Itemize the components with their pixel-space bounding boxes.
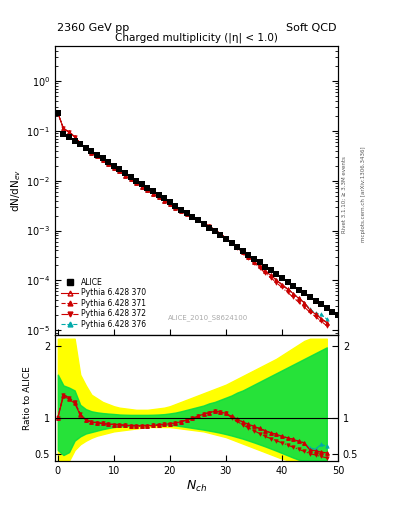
- Y-axis label: dN/dN$_{ev}$: dN/dN$_{ev}$: [9, 169, 23, 212]
- Text: ALICE_2010_S8624100: ALICE_2010_S8624100: [168, 314, 248, 321]
- X-axis label: $N_{ch}$: $N_{ch}$: [186, 478, 207, 494]
- Title: Charged multiplicity (|η| < 1.0): Charged multiplicity (|η| < 1.0): [115, 33, 278, 43]
- Legend: ALICE, Pythia 6.428 370, Pythia 6.428 371, Pythia 6.428 372, Pythia 6.428 376: ALICE, Pythia 6.428 370, Pythia 6.428 37…: [59, 275, 149, 331]
- Y-axis label: Ratio to ALICE: Ratio to ALICE: [23, 366, 32, 430]
- Text: 2360 GeV pp: 2360 GeV pp: [57, 23, 129, 33]
- Text: mcplots.cern.ch [arXiv:1306.3436]: mcplots.cern.ch [arXiv:1306.3436]: [361, 147, 366, 242]
- Text: Soft QCD: Soft QCD: [286, 23, 336, 33]
- Text: Rivet 3.1.10; ≥ 3.3M events: Rivet 3.1.10; ≥ 3.3M events: [342, 156, 346, 233]
